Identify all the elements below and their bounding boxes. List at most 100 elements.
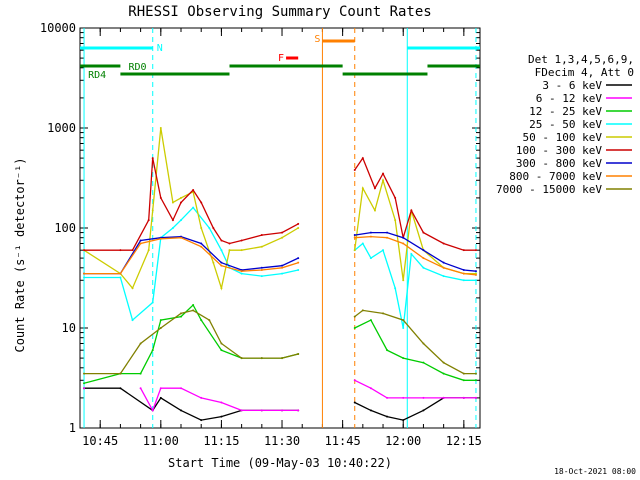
series-point xyxy=(442,396,445,399)
series-point xyxy=(240,272,243,275)
series-point xyxy=(131,249,134,252)
y-tick-label: 10000 xyxy=(40,21,76,35)
series-point xyxy=(369,319,372,322)
x-axis-label: Start Time (09-May-03 10:40:22) xyxy=(168,456,392,470)
series-point xyxy=(442,361,445,364)
series-point xyxy=(297,257,300,260)
series-point xyxy=(422,409,425,412)
y-tick-label: 1000 xyxy=(47,121,76,135)
series-line xyxy=(84,156,476,251)
series-point xyxy=(281,272,284,275)
series-point xyxy=(474,270,477,273)
series-point xyxy=(422,361,425,364)
series-point xyxy=(180,387,183,390)
series-point xyxy=(281,236,284,239)
series-point xyxy=(220,401,223,404)
series-point xyxy=(240,270,243,273)
y-axis-label: Count Rate (s⁻¹ detector⁻¹) xyxy=(13,157,27,352)
series-point xyxy=(462,249,465,252)
series-point xyxy=(200,319,203,322)
series-point xyxy=(281,409,284,412)
series-point xyxy=(422,257,425,260)
series-point xyxy=(220,287,223,290)
series-point xyxy=(171,227,174,229)
series-point xyxy=(353,327,356,329)
y-tick-label: 1 xyxy=(69,421,76,435)
series-point xyxy=(159,196,162,199)
series-point xyxy=(402,242,405,245)
series-point xyxy=(361,187,364,190)
x-tick-label: 11:45 xyxy=(325,434,361,448)
series-point xyxy=(297,227,300,229)
series-point xyxy=(353,315,356,318)
series-point xyxy=(297,261,300,264)
series-point xyxy=(159,327,162,329)
series-point xyxy=(422,266,425,269)
series-point xyxy=(402,327,405,329)
series-point xyxy=(147,249,150,252)
series-point xyxy=(151,301,154,304)
legend-entry-label: 300 - 800 keV xyxy=(516,157,602,170)
series-point xyxy=(442,266,445,269)
series-point xyxy=(151,157,154,160)
series-point xyxy=(180,236,183,239)
series-point xyxy=(240,239,243,242)
series-point xyxy=(180,312,183,315)
series-point xyxy=(83,382,86,385)
state-bar-label: F xyxy=(278,53,284,64)
series-point xyxy=(220,249,223,252)
series-point xyxy=(228,242,231,245)
series-point xyxy=(139,372,142,375)
series-point xyxy=(83,249,86,252)
series-line xyxy=(83,127,476,291)
series-point xyxy=(260,266,263,269)
legend-entry-label: 25 - 50 keV xyxy=(529,118,602,131)
series-point xyxy=(353,379,356,382)
series-point xyxy=(402,396,405,399)
series-point xyxy=(83,387,86,390)
series-point xyxy=(192,188,195,191)
legend-entry-label: 800 - 7000 keV xyxy=(509,170,602,183)
series-point xyxy=(373,187,376,190)
series-point xyxy=(220,264,223,267)
series-point xyxy=(159,387,162,390)
series-line xyxy=(140,379,476,412)
series-point xyxy=(151,209,154,212)
series-point xyxy=(410,209,413,212)
legend-entry-label: 6 - 12 keV xyxy=(536,92,603,105)
series-point xyxy=(462,379,465,382)
series-point xyxy=(369,257,372,260)
state-bar-label: N xyxy=(157,43,163,54)
series-point xyxy=(462,269,465,272)
series-point xyxy=(474,273,477,276)
series-point xyxy=(442,261,445,264)
series-point xyxy=(212,261,215,264)
series-line xyxy=(84,309,476,375)
series-point xyxy=(147,219,150,222)
series-point xyxy=(369,387,372,390)
series-point xyxy=(220,261,223,264)
series-point xyxy=(139,242,142,245)
series-point xyxy=(394,196,397,199)
series-point xyxy=(386,415,389,418)
series-point xyxy=(192,303,195,306)
x-tick-label: 11:30 xyxy=(264,434,300,448)
series-point xyxy=(240,357,243,360)
series-point xyxy=(180,201,183,204)
series-point xyxy=(139,239,142,242)
series-point xyxy=(422,231,425,234)
series-point xyxy=(402,236,405,239)
series-point xyxy=(260,269,263,272)
legend-entry-label: 100 - 300 keV xyxy=(516,144,602,157)
series-point xyxy=(220,342,223,345)
series-point xyxy=(139,387,142,390)
series-point xyxy=(240,249,243,252)
series-point xyxy=(361,157,364,160)
series-point xyxy=(200,396,203,399)
series-point xyxy=(422,342,425,345)
series-point xyxy=(402,319,405,322)
series-point xyxy=(410,252,413,255)
series-point xyxy=(171,201,174,204)
legend-entry-label: 12 - 25 keV xyxy=(529,105,602,118)
